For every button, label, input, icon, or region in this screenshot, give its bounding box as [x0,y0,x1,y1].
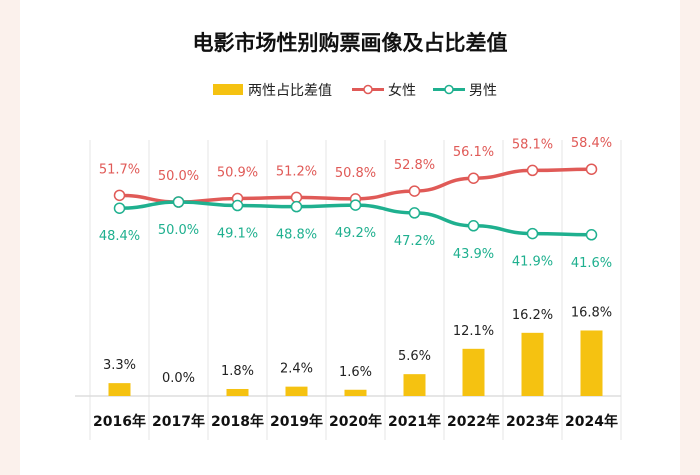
x-tick-label: 2020年 [329,413,382,430]
bar-label: 12.1% [453,324,494,339]
male-label: 49.2% [335,226,376,241]
bar-2024年 [580,330,603,396]
bar-label: 16.8% [571,305,612,320]
female-label: 50.9% [217,165,258,180]
female-label: 58.1% [512,137,553,152]
male-point [172,196,185,208]
female-label: 51.2% [276,164,317,179]
male-point [290,200,303,213]
bar-2021年 [403,374,426,396]
legend-bar-swatch [213,84,243,95]
bar-label: 5.6% [398,349,431,364]
legend-label-gap: 两性占比差值 [248,83,332,99]
x-tick-label: 2017年 [152,413,205,430]
male-label: 41.6% [571,256,612,271]
x-axis: 2016年 2017年 2018年 2019年 2020年 2021年 2022年 2023年… [93,413,618,430]
male-label: 50.0% [158,223,199,238]
bar-2023年 [521,332,544,396]
female-point [526,164,539,177]
female-point [585,163,598,175]
bar-label: 2.4% [280,362,313,377]
male-label: 47.2% [394,234,435,249]
female-point [113,189,126,202]
bar-2020年 [344,389,367,396]
lines: 51.7% 50.0% 50.9% 51.2% 50.8% 52.8% 56.1% 58.1%… [99,136,612,271]
female-label: 50.8% [335,166,376,181]
female-point [408,185,421,197]
male-point [526,227,539,240]
legend-label-male: 男性 [469,83,497,99]
legend: 两性占比差值 女性 男性 [213,82,497,99]
male-label: 43.9% [453,247,494,262]
bar-2018年 [226,388,249,396]
x-tick-label: 2022年 [447,413,500,430]
male-label: 49.1% [217,227,258,242]
female-label: 56.1% [453,145,494,160]
bar-label: 16.2% [512,308,553,323]
male-label: 41.9% [512,255,553,270]
bar-label: 1.8% [221,364,254,379]
male-point [231,199,244,212]
x-tick-label: 2023年 [506,413,559,430]
legend-marker-icon [444,84,454,95]
male-point [467,220,480,232]
bar-label: 0.0% [162,371,195,386]
male-label: 48.8% [276,228,317,243]
female-label: 51.7% [99,162,140,177]
female-label: 58.4% [571,136,612,151]
x-tick-label: 2024年 [565,413,618,430]
male-point [408,207,421,219]
male-point [349,199,362,211]
x-tick-label: 2018年 [211,413,264,430]
legend-label-female: 女性 [388,82,416,99]
bars: 3.3% 0.0% 1.8% 2.4% 1.6% 5.6% 12.1% 16.2% 16.8% [103,305,612,396]
bar-label: 1.6% [339,365,372,380]
female-point [290,191,303,204]
male-label: 48.4% [99,229,140,244]
bar-label: 3.3% [103,358,136,373]
bar-2016年 [108,383,131,396]
female-label: 52.8% [394,158,435,173]
female-label: 50.0% [158,169,199,184]
bar-2022年 [462,348,485,396]
x-tick-label: 2021年 [388,413,441,430]
legend-marker-icon [363,84,373,95]
bar-2019年 [285,386,308,396]
chart-title: 电影市场性别购票画像及占比差值 [193,31,508,55]
male-point [585,229,598,241]
male-point [113,202,126,214]
x-tick-label: 2016年 [93,413,146,430]
x-tick-label: 2019年 [270,413,323,430]
female-point [467,172,480,184]
